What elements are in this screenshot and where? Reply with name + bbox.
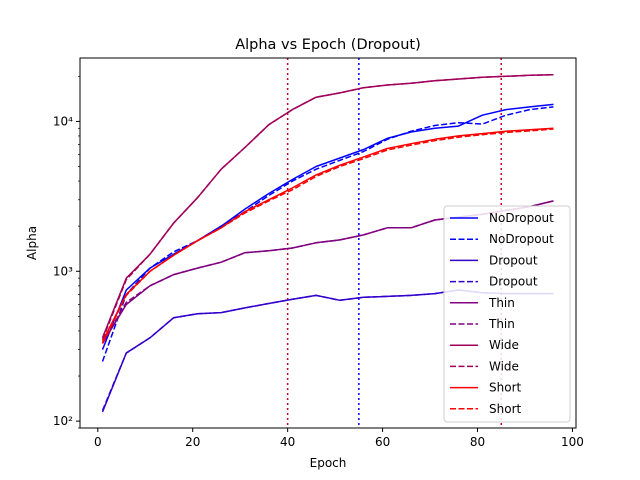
x-tick-label: 0: [94, 435, 102, 449]
legend-label: Wide: [489, 359, 519, 373]
y-tick-label: 10²: [53, 414, 73, 428]
legend-label: NoDropout: [489, 211, 554, 225]
plot-frame: [79, 57, 577, 429]
legend-label: Thin: [488, 296, 515, 310]
y-axis: 10² 10³ 10⁴: [53, 75, 80, 429]
y-tick-label: 10³: [53, 264, 73, 278]
legend-label: Wide: [489, 338, 519, 352]
legend-label: Dropout: [489, 253, 538, 267]
series-line-wide-dashed: [101, 73, 554, 340]
y-axis-title: Alpha: [25, 226, 39, 260]
legend-label: NoDropout: [489, 232, 554, 246]
legend-label: Short: [489, 381, 521, 395]
series-line-nodropout-dashed: [101, 106, 554, 362]
x-tick-label: 20: [185, 435, 200, 449]
legend-label: Thin: [488, 317, 515, 331]
x-axis: 0 20 40 60 80 100: [94, 428, 584, 449]
x-tick-label: 60: [375, 435, 390, 449]
legend-label: Short: [489, 402, 521, 416]
x-tick-label: 80: [470, 435, 485, 449]
chart-title: Alpha vs Epoch (Dropout): [235, 37, 421, 53]
series-line-thin-dashed: [101, 200, 554, 344]
x-tick-label: 100: [561, 435, 584, 449]
x-tick-label: 40: [280, 435, 295, 449]
plot-area: [101, 58, 554, 428]
y-tick-label: 10⁴: [53, 114, 73, 128]
legend: NoDropout NoDropout Dropout Dropout Thin Thin…: [443, 205, 571, 423]
x-axis-title: Epoch: [310, 456, 347, 470]
legend-label: Dropout: [489, 275, 538, 289]
series-line-short-dashed: [101, 128, 554, 344]
